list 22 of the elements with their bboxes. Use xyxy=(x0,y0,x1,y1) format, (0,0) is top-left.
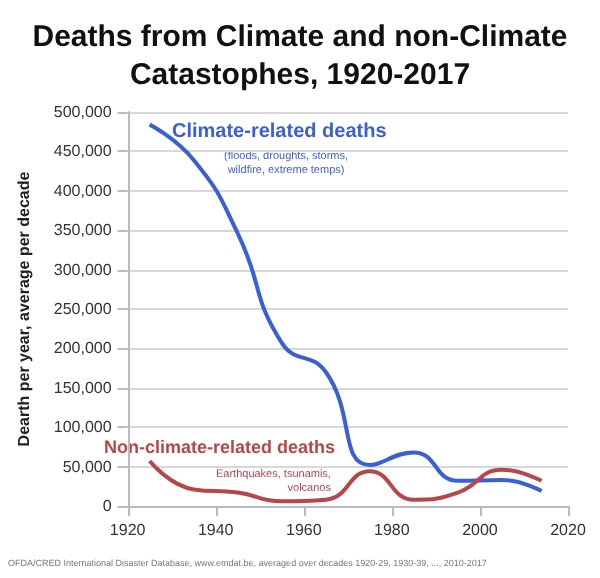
y-axis-title: Dearth per year, average per decade xyxy=(15,170,33,447)
y-tick-label: 100,000 xyxy=(53,418,113,437)
y-tick-label: 350,000 xyxy=(53,221,113,240)
chart-title: Deaths from Climate and non-Climate Catastophes, 1920-2017 xyxy=(32,20,568,92)
y-tick-label: 500,000 xyxy=(53,103,113,121)
series-label: Non-climate-related deaths xyxy=(104,437,336,457)
line-series xyxy=(147,459,544,504)
y-tick-label: 200,000 xyxy=(53,339,113,358)
y-tick-label: 0 xyxy=(102,497,113,515)
x-tick-label: 2020 xyxy=(550,521,587,539)
y-tick-label: 150,000 xyxy=(53,378,113,397)
y-tick-label: 450,000 xyxy=(53,142,113,161)
series-label: Climate-related deaths xyxy=(172,121,388,143)
x-tick-label: 1920 xyxy=(109,521,147,539)
x-tick-label: 1940 xyxy=(197,521,235,539)
y-tick-label: 50,000 xyxy=(62,457,113,476)
x-tick-label: 1980 xyxy=(374,521,411,539)
y-tick-label: 400,000 xyxy=(53,181,113,200)
y-tick-label: 250,000 xyxy=(53,300,113,318)
x-tick-label: 1960 xyxy=(285,521,323,539)
y-tick-label: 300,000 xyxy=(53,260,113,279)
x-tick-label: 2000 xyxy=(462,521,499,539)
